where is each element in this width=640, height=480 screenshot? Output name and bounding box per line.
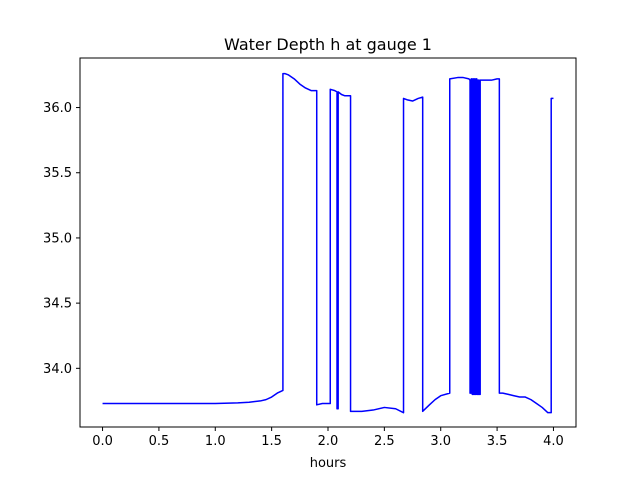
plot-area — [79, 57, 577, 428]
x-tick-label: 0.0 — [92, 434, 113, 449]
plot-frame — [79, 57, 577, 428]
y-tick-label: 34.5 — [43, 297, 72, 312]
y-axis: 34.0 34.5 35.0 35.5 36.0 — [43, 101, 80, 377]
x-tick-label: 4.0 — [543, 434, 564, 449]
series-line-0 — [102, 72, 554, 414]
y-tick-label: 34.0 — [43, 362, 72, 377]
y-tick-label: 35.0 — [43, 231, 72, 246]
x-tick-label: 2.0 — [318, 434, 339, 449]
x-tick-label: 3.0 — [430, 434, 451, 449]
x-tick-label: 2.5 — [374, 434, 395, 449]
x-tick-label: 1.5 — [261, 434, 282, 449]
x-axis: 0.0 0.5 1.0 1.5 2.0 2.5 3.0 3.5 4.0 — [92, 427, 564, 449]
y-tick-label: 36.0 — [43, 101, 72, 116]
chart-title: Water Depth h at gauge 1 — [224, 35, 432, 54]
y-tick-label: 35.5 — [43, 166, 72, 181]
x-axis-label: hours — [310, 456, 347, 471]
x-tick-label: 0.5 — [149, 434, 170, 449]
series-layer — [102, 72, 554, 414]
x-tick-label: 3.5 — [487, 434, 508, 449]
x-tick-label: 1.0 — [205, 434, 226, 449]
